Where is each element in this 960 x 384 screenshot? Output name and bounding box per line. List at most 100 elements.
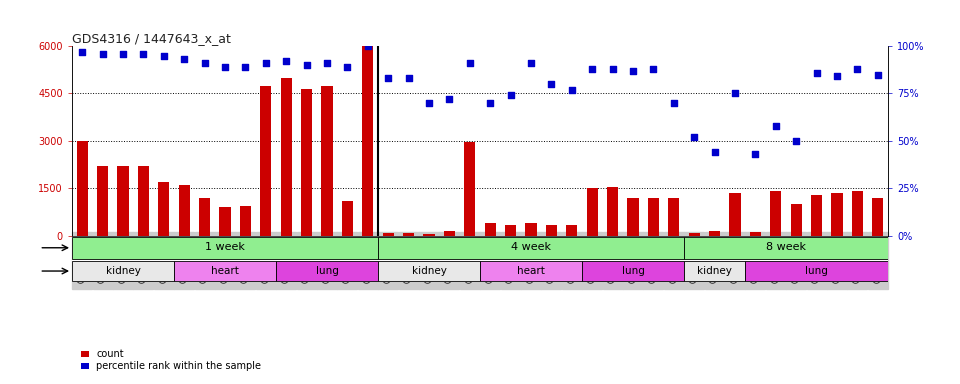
Point [156, 53, 172, 59]
Point [503, 92, 518, 98]
Point [605, 66, 620, 72]
Bar [480, 261, 582, 281]
Bar [260, 86, 272, 236]
Point [748, 151, 763, 157]
Bar [546, 225, 557, 236]
Point [483, 100, 498, 106]
Bar [378, 237, 684, 259]
Bar [423, 234, 435, 236]
Text: lung: lung [621, 266, 644, 276]
Bar [730, 193, 740, 236]
Point [135, 51, 151, 57]
Bar [72, 237, 378, 259]
Bar [280, 78, 292, 236]
Bar [403, 233, 414, 236]
Point [462, 60, 477, 66]
Bar [745, 261, 888, 281]
Bar [582, 261, 684, 281]
Bar [179, 185, 190, 236]
Point [360, 43, 375, 49]
Point [829, 73, 845, 79]
Bar [138, 166, 149, 236]
Text: 8 week: 8 week [766, 242, 806, 252]
Bar [587, 188, 598, 236]
Text: 4 week: 4 week [511, 242, 551, 252]
Bar [220, 207, 230, 236]
Bar [322, 86, 332, 236]
Bar [444, 231, 455, 236]
Bar [791, 204, 802, 236]
Text: kidney: kidney [106, 266, 140, 276]
Bar [485, 223, 495, 236]
Point [217, 64, 232, 70]
Point [870, 71, 885, 78]
Text: heart: heart [211, 266, 239, 276]
Point [278, 58, 294, 65]
Bar [628, 198, 638, 236]
Point [177, 56, 192, 63]
Bar [383, 233, 394, 236]
Point [564, 87, 580, 93]
Point [707, 149, 722, 156]
Point [320, 60, 335, 66]
Point [95, 51, 110, 57]
Point [646, 66, 661, 72]
Bar [97, 166, 108, 236]
Point [686, 134, 702, 140]
Text: heart: heart [517, 266, 545, 276]
Bar [117, 166, 129, 236]
Point [197, 60, 212, 66]
Text: lung: lung [316, 266, 339, 276]
Text: kidney: kidney [697, 266, 732, 276]
Point [75, 49, 90, 55]
Text: lung: lung [805, 266, 828, 276]
Point [625, 68, 640, 74]
Point [299, 62, 314, 68]
Legend: count, percentile rank within the sample: count, percentile rank within the sample [77, 346, 265, 375]
Point [238, 64, 253, 70]
Text: GDS4316 / 1447643_x_at: GDS4316 / 1447643_x_at [72, 32, 230, 45]
Point [258, 60, 274, 66]
Bar [709, 231, 720, 236]
Point [788, 138, 804, 144]
Point [850, 66, 865, 72]
Bar [505, 225, 516, 236]
Bar [72, 261, 174, 281]
Bar [852, 192, 863, 236]
Point [585, 66, 600, 72]
Bar [199, 198, 210, 236]
Bar [607, 187, 618, 236]
Bar [362, 46, 373, 236]
Bar [525, 223, 537, 236]
Point [380, 75, 396, 81]
Bar [240, 206, 251, 236]
Bar [668, 198, 680, 236]
Point [340, 64, 355, 70]
Point [421, 100, 437, 106]
Bar [342, 201, 353, 236]
Bar [158, 182, 169, 236]
Bar [174, 261, 276, 281]
Bar [465, 142, 475, 236]
Point [666, 100, 682, 106]
Point [809, 70, 825, 76]
Text: kidney: kidney [412, 266, 446, 276]
Point [728, 90, 743, 96]
Point [543, 81, 559, 87]
Point [442, 96, 457, 102]
Bar [811, 195, 822, 236]
Bar [276, 261, 378, 281]
Bar [684, 237, 888, 259]
Bar [770, 192, 781, 236]
Point [768, 122, 783, 129]
Point [401, 75, 417, 81]
Bar [684, 261, 745, 281]
Bar [77, 141, 87, 236]
Bar [648, 198, 659, 236]
Bar [566, 225, 577, 236]
Bar [831, 193, 843, 236]
Point [115, 51, 131, 57]
Bar [873, 198, 883, 236]
Bar [301, 89, 312, 236]
Bar [750, 232, 761, 236]
